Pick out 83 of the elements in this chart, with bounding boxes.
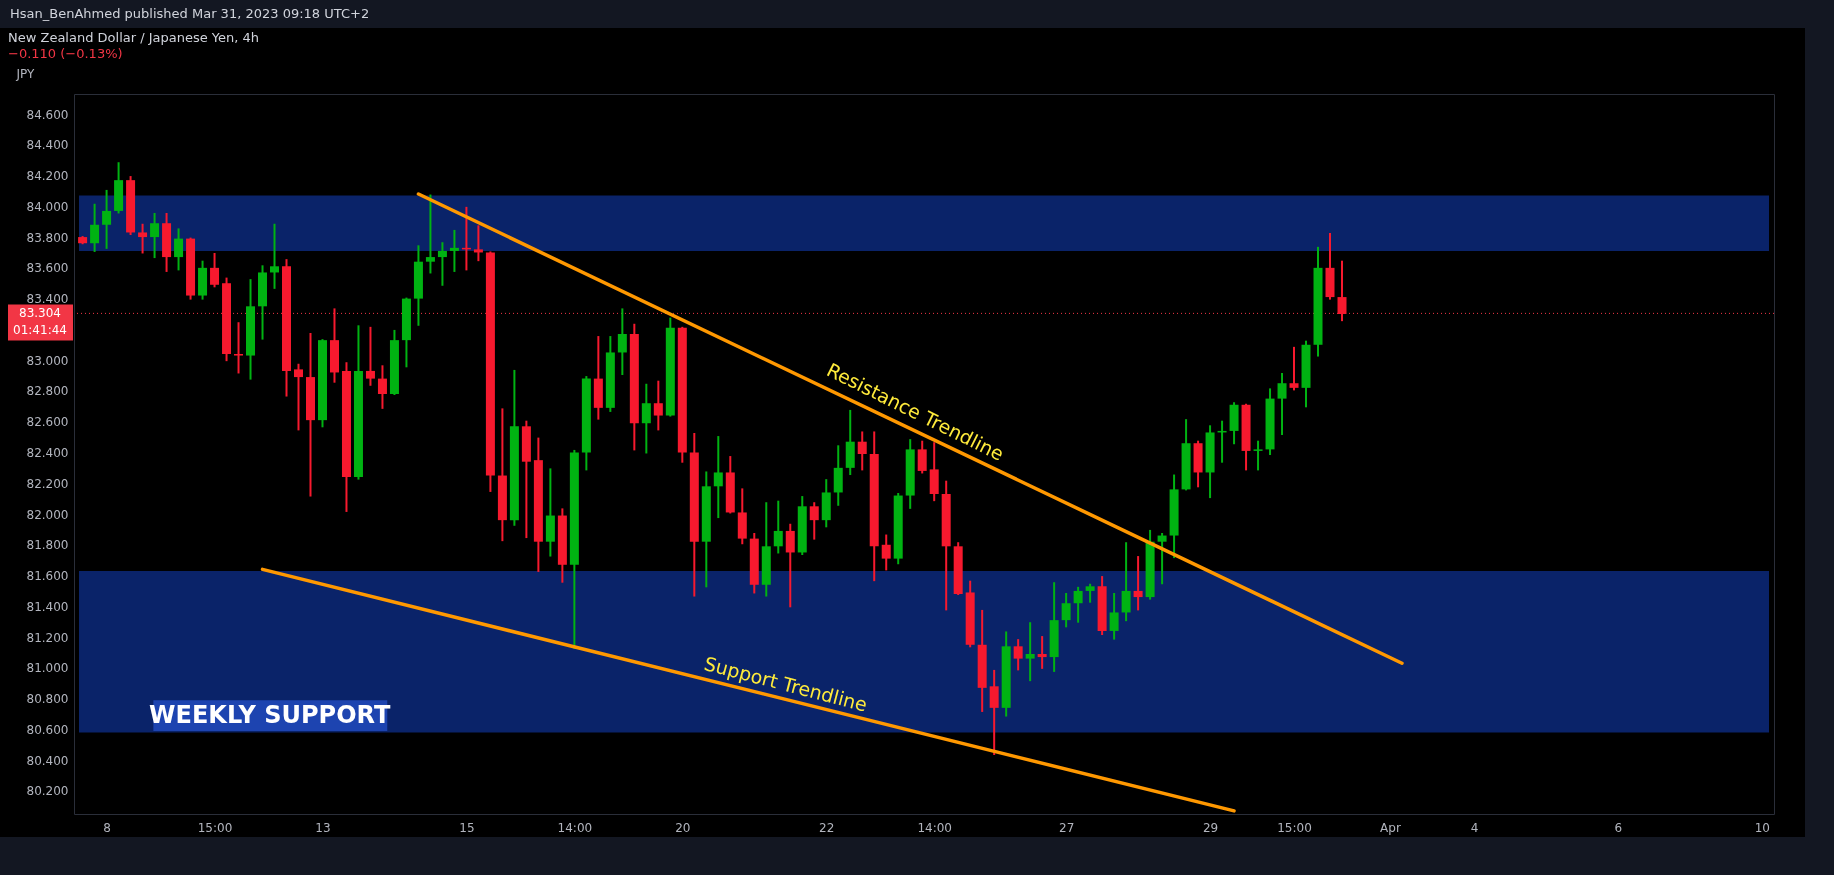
candlestick [881, 534, 891, 571]
chart-title: New Zealand Dollar / Japanese Yen, 4h [8, 30, 260, 45]
y-tick-label: 80.200 [26, 784, 69, 799]
x-tick-label: 14:00 [557, 820, 593, 835]
y-tick-label: 81.200 [26, 630, 69, 645]
candlestick [989, 669, 999, 755]
text: 01:41:44 [13, 323, 67, 338]
y-tick-label: 84.200 [26, 169, 69, 184]
candlestick [1037, 636, 1047, 669]
candlestick [773, 500, 783, 554]
candlestick [437, 242, 447, 286]
y-tick-label: 80.800 [26, 692, 69, 707]
candlestick [857, 431, 867, 471]
candlestick [1253, 440, 1263, 471]
x-tick-label: 29 [1202, 820, 1219, 835]
candlestick [449, 229, 459, 272]
candlestick [1289, 346, 1299, 391]
x-tick-label: 6 [1614, 820, 1623, 835]
candlestick [138, 223, 148, 254]
x-tick-label: 14:00 [917, 820, 952, 835]
candlestick [713, 436, 723, 519]
candlestick [377, 365, 387, 409]
y-tick-label: 80.400 [26, 753, 69, 768]
candlestick [174, 228, 184, 271]
x-tick-label: 8 [103, 820, 111, 835]
y-tick-label: 82.400 [26, 445, 69, 460]
y-tick-label: 82.200 [26, 476, 69, 491]
candlestick [1277, 373, 1287, 435]
y-tick-label: 82.000 [26, 507, 69, 522]
candlestick [365, 326, 375, 386]
candlestick [1157, 533, 1167, 585]
x-tick-label: 22 [819, 820, 835, 835]
x-tick-label: 15:00 [1277, 820, 1312, 835]
candlestick [234, 322, 244, 374]
candlestick [425, 194, 435, 274]
x-tick-label: 27 [1058, 820, 1075, 835]
candlestick [1109, 593, 1119, 640]
x-tick-label: 15 [459, 820, 475, 835]
y-tick-label: 82.800 [26, 384, 69, 399]
candlestick [102, 189, 112, 249]
x-tick-label: 20 [675, 820, 691, 835]
candlestick [917, 440, 927, 474]
y-tick-label: 84.600 [26, 107, 69, 122]
candlestick [1061, 593, 1071, 628]
x-tick-label: 4 [1470, 820, 1479, 835]
y-axis-title: JPY [15, 66, 36, 81]
text: Hsan_BenAhmed published Mar 31, 2023 09:18 UTC+2 [9, 5, 371, 23]
y-tick-label: 81.600 [26, 569, 69, 584]
candlestick [294, 363, 303, 431]
x-tick-label: Apr [1380, 820, 1401, 835]
candlestick [270, 223, 280, 289]
candlestick [1013, 639, 1023, 671]
candlestick [1025, 622, 1035, 682]
ref-line-label: 83.304 [19, 306, 61, 321]
candlestick [1337, 260, 1347, 322]
y-tick-label: 84.000 [26, 199, 69, 214]
y-tick-label: 81.400 [26, 599, 69, 614]
x-tick-label: 15:00 [197, 820, 233, 835]
candlestick [641, 383, 651, 454]
y-tick-label: 83.000 [26, 353, 69, 368]
candlestick [150, 213, 160, 259]
candlestick [617, 308, 627, 375]
y-tick-label: 81.000 [26, 661, 69, 676]
candlestick [653, 380, 663, 431]
x-tick-label: 13 [315, 820, 331, 835]
candlestick [1121, 542, 1131, 622]
y-tick-label: 81.800 [26, 538, 69, 553]
y-tick-label: 80.600 [26, 722, 69, 737]
candlestick [785, 523, 795, 608]
y-tick-label: 84.400 [26, 138, 69, 153]
candlestick [210, 253, 220, 288]
band-label: WEEKLY SUPPORT [149, 700, 391, 729]
candlestick [90, 203, 100, 252]
y-tick-label: 82.600 [26, 415, 69, 430]
y-tick-label: 83.800 [26, 230, 69, 245]
x-tick-label: 10 [1754, 820, 1770, 835]
candlestick [809, 502, 819, 540]
candlestick [1073, 586, 1083, 623]
chart-subtitle: −0.110 (−0.13%) [8, 46, 123, 61]
y-tick-label: 83.600 [26, 261, 69, 276]
y-tick-label: 83.400 [26, 292, 69, 307]
candlestick [1133, 556, 1143, 611]
candlestick [473, 225, 483, 262]
